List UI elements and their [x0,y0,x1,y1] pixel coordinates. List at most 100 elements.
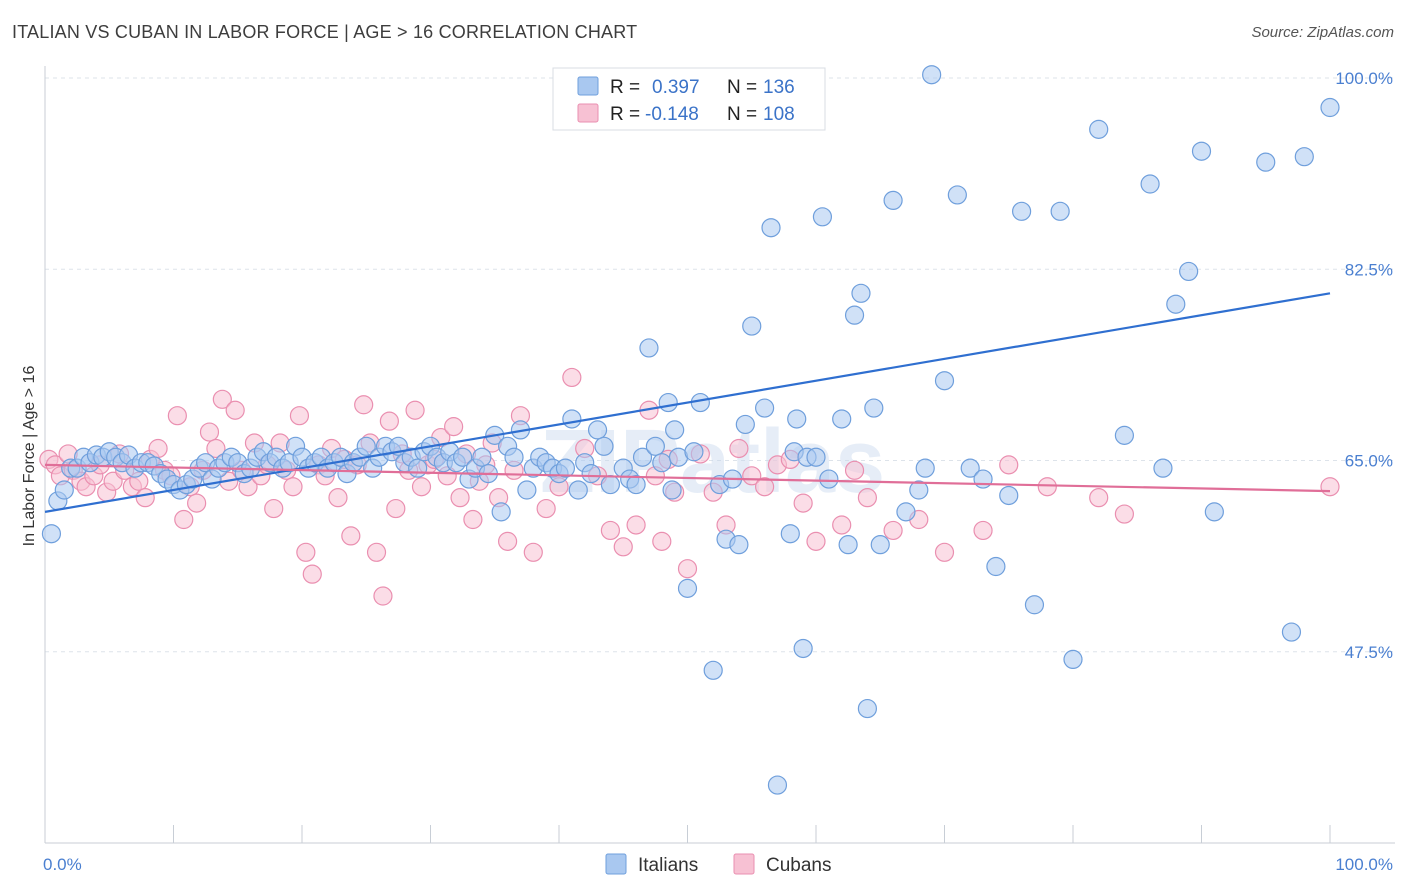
point-cubans-54 [386,498,406,519]
point-cubans-21 [174,509,194,530]
legend-r-label-italians: R = [610,77,640,98]
point-cubans-66 [463,509,483,530]
point-italians-121 [838,535,858,555]
point-italians-90 [626,474,646,495]
point-italians-143 [1114,425,1135,445]
point-italians-144 [1140,174,1160,194]
point-italians-0 [41,524,62,544]
point-italians-124 [857,698,878,719]
point-italians-92 [639,338,659,358]
point-italians-49 [356,436,376,456]
point-cubans-94 [754,477,775,497]
legend-r-value-italians: 0.397 [652,77,700,98]
point-cubans-106 [999,455,1019,475]
point-cubans-20 [167,406,187,426]
point-italians-95 [658,392,678,413]
point-cubans-85 [652,531,672,551]
point-cubans-15 [135,488,155,508]
point-italians-114 [787,409,807,429]
point-italians-84 [581,464,601,484]
legend-n-value-cubans: 108 [763,104,795,125]
x-tick-label-1: 100.0% [1335,855,1393,874]
point-italians-102 [703,660,723,680]
point-cubans-63 [444,417,464,437]
point-italians-135 [973,469,993,489]
point-italians-107 [735,414,755,435]
point-cubans-92 [729,438,749,459]
point-italians-81 [562,409,582,429]
point-cubans-39 [289,406,310,426]
point-italians-80 [555,458,576,478]
point-italians-2 [54,480,74,500]
point-italians-94 [652,453,672,473]
y-tick-label-1: 65.0% [1345,452,1393,471]
point-cubans-109 [1114,504,1135,524]
point-cubans-74 [523,542,543,562]
point-italians-132 [934,371,955,391]
point-cubans-75 [536,498,556,519]
point-italians-153 [1320,97,1340,118]
y-tick-label-0: 47.5% [1345,643,1393,662]
point-italians-86 [594,436,614,456]
point-italians-91 [632,447,653,467]
point-italians-57 [408,458,428,478]
point-italians-142 [1089,119,1109,139]
source-credit: Source: ZipAtlas.com [1251,24,1394,41]
point-cubans-88 [677,559,698,579]
point-cubans-26 [206,438,226,459]
point-italians-67 [472,447,492,467]
legend-swatch-cubans [577,103,599,123]
point-italians-93 [645,436,665,456]
point-italians-97 [665,420,685,440]
point-cubans-80 [600,520,621,541]
point-italians-96 [662,480,682,500]
trend-line-cubans [44,463,1331,493]
point-italians-127 [883,190,903,210]
point-cubans-82 [626,515,646,535]
point-italians-128 [896,502,916,522]
point-italians-146 [1166,294,1186,314]
point-cubans-27 [212,389,232,409]
y-tick-label-2: 82.5% [1345,260,1393,279]
point-italians-147 [1179,261,1199,282]
point-italians-145 [1153,458,1173,478]
point-cubans-40 [296,542,316,562]
point-italians-100 [684,442,704,462]
point-italians-108 [742,316,762,336]
point-cubans-81 [613,537,633,557]
point-italians-64 [453,447,473,467]
point-cubans-101 [857,488,878,508]
bottom-legend-label-italians: Italians [638,855,698,876]
point-italians-140 [1050,201,1070,221]
point-italians-111 [767,775,788,795]
point-cubans-108 [1089,488,1109,508]
point-italians-149 [1204,502,1224,522]
point-cubans-23 [187,493,207,513]
point-cubans-29 [225,400,245,420]
point-cubans-51 [366,542,387,562]
legend-n-label-italians: N = [727,77,757,98]
point-italians-148 [1191,141,1212,161]
point-cubans-64 [450,488,470,508]
point-italians-130 [915,458,935,478]
point-cubans-58 [411,477,432,497]
point-cubans-53 [379,411,399,431]
point-italians-109 [754,398,775,418]
point-italians-112 [780,524,800,544]
point-cubans-100 [844,460,865,480]
point-cubans-97 [793,493,813,513]
point-italians-123 [851,283,871,303]
point-cubans-52 [373,586,393,606]
point-italians-85 [587,420,608,440]
point-cubans-77 [562,367,582,388]
point-cubans-41 [302,564,322,584]
point-cubans-110 [1320,477,1340,497]
point-cubans-98 [806,531,826,551]
point-italians-134 [960,458,980,478]
point-italians-139 [1024,595,1045,615]
point-cubans-45 [328,488,348,508]
point-italians-150 [1256,152,1276,172]
point-italians-119 [819,469,839,489]
chart-title: ITALIAN VS CUBAN IN LABOR FORCE | AGE > … [12,22,638,42]
